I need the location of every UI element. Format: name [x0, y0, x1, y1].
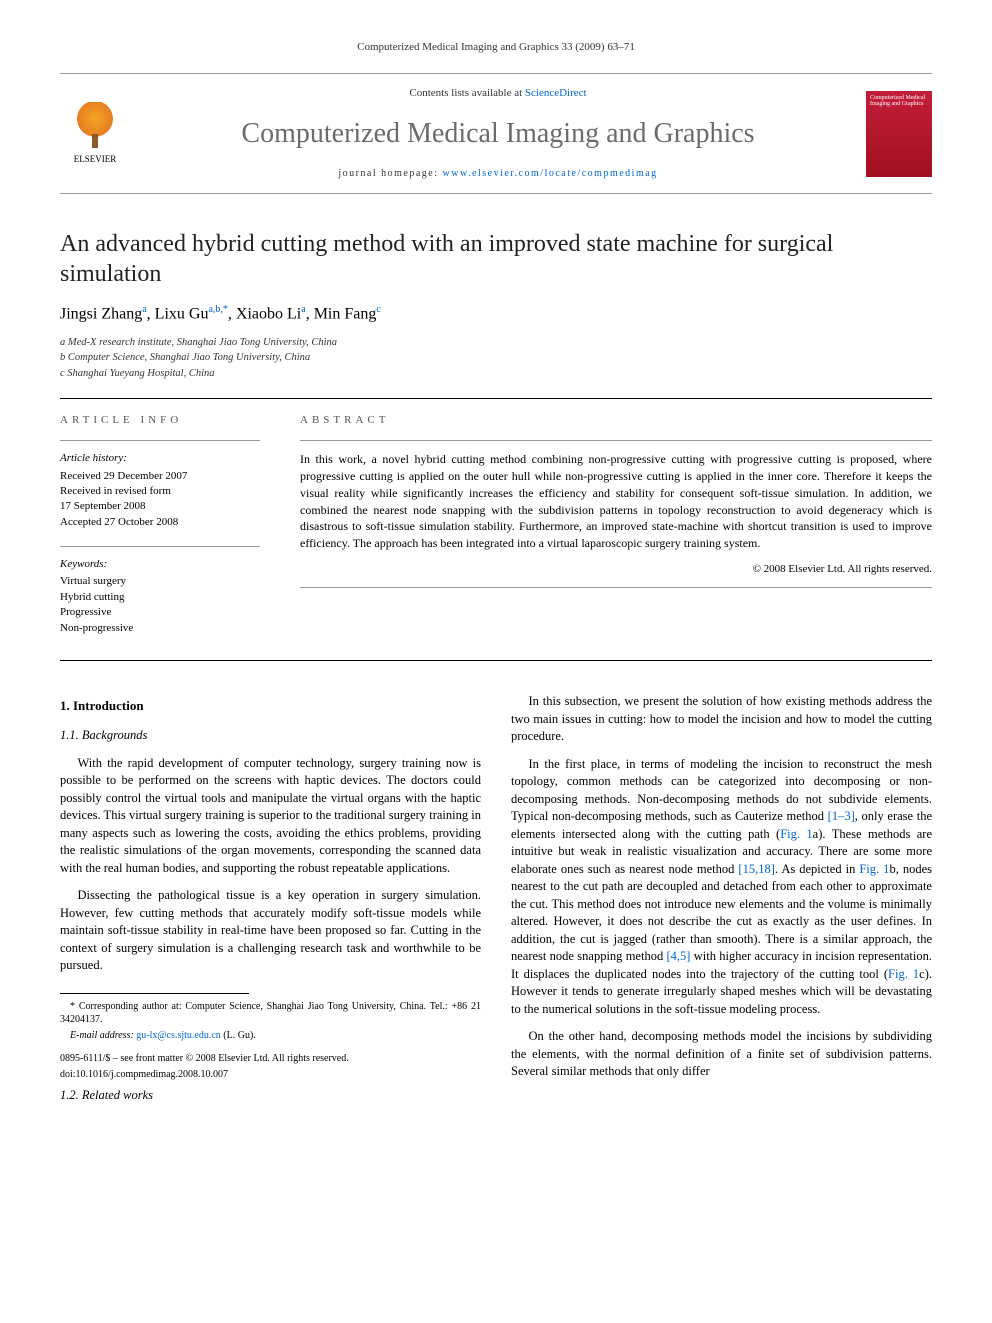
elsevier-logo: ELSEVIER	[60, 94, 130, 174]
citation-link[interactable]: [4,5]	[667, 949, 691, 963]
subsection-heading-11: 1.1. Backgrounds	[60, 727, 481, 745]
journal-banner: ELSEVIER Contents lists available at Sci…	[60, 73, 932, 194]
divider	[60, 398, 932, 399]
history-label: Article history:	[60, 451, 260, 466]
article-body: 1. Introduction 1.1. Backgrounds With th…	[60, 693, 932, 1105]
footnote-block: * Corresponding author at: Computer Scie…	[60, 993, 481, 1082]
journal-name: Computerized Medical Imaging and Graphic…	[144, 114, 852, 153]
citation-link[interactable]: [15,18]	[738, 862, 774, 876]
affiliation-a: a Med-X research institute, Shanghai Jia…	[60, 336, 932, 351]
text-run: b, nodes nearest to the cut path are dec…	[511, 862, 932, 964]
homepage-prefix: journal homepage:	[338, 168, 442, 179]
footnote-separator	[60, 993, 249, 994]
paragraph: In this subsection, we present the solut…	[511, 693, 932, 746]
citation-link[interactable]: [1–3]	[828, 809, 855, 823]
abstract-divider-bottom	[300, 587, 932, 588]
history-line: 17 September 2008	[60, 499, 260, 514]
email-line: E-mail address: gu-lx@cs.sjtu.edu.cn (L.…	[60, 1029, 481, 1043]
contents-prefix: Contents lists available at	[409, 87, 524, 99]
figure-link[interactable]: Fig. 1	[780, 827, 812, 841]
info-divider	[60, 440, 260, 441]
publisher-name: ELSEVIER	[74, 153, 117, 166]
running-header: Computerized Medical Imaging and Graphic…	[60, 40, 932, 55]
info-abstract-row: ARTICLE INFO Article history: Received 2…	[60, 413, 932, 652]
keyword: Non-progressive	[60, 621, 260, 636]
abstract-text: In this work, a novel hybrid cutting met…	[300, 451, 932, 552]
email-link[interactable]: gu-lx@cs.sjtu.edu.cn	[136, 1030, 220, 1041]
keywords-label: Keywords:	[60, 557, 260, 572]
keyword: Progressive	[60, 605, 260, 620]
journal-cover-thumbnail: Computerized Medical Imaging and Graphic…	[866, 91, 932, 177]
affiliations: a Med-X research institute, Shanghai Jia…	[60, 336, 932, 382]
section-heading-1: 1. Introduction	[60, 697, 481, 715]
issn-line: 0895-6111/$ – see front matter © 2008 El…	[60, 1052, 481, 1066]
elsevier-tree-icon	[71, 102, 119, 150]
paragraph: Dissecting the pathological tissue is a …	[60, 887, 481, 975]
sciencedirect-link[interactable]: ScienceDirect	[525, 87, 587, 99]
keywords-block: Keywords: Virtual surgery Hybrid cutting…	[60, 557, 260, 636]
banner-center: Contents lists available at ScienceDirec…	[144, 86, 852, 181]
affiliation-b: b Computer Science, Shanghai Jiao Tong U…	[60, 351, 932, 366]
divider	[60, 660, 932, 661]
figure-link[interactable]: Fig. 1	[888, 967, 919, 981]
text-run: . As depicted in	[775, 862, 860, 876]
affiliation-c: c Shanghai Yueyang Hospital, China	[60, 367, 932, 382]
abstract-column: ABSTRACT In this work, a novel hybrid cu…	[300, 413, 932, 652]
author-list: Jingsi Zhanga, Lixu Gua,b,*, Xiaobo Lia,…	[60, 303, 932, 326]
email-suffix: (L. Gu).	[221, 1030, 256, 1041]
corresponding-author-note: * Corresponding author at: Computer Scie…	[60, 1000, 481, 1027]
history-line: Received in revised form	[60, 484, 260, 499]
article-history: Article history: Received 29 December 20…	[60, 451, 260, 530]
info-divider	[60, 546, 260, 547]
subsection-heading-12: 1.2. Related works	[60, 1087, 481, 1105]
paragraph-with-refs: In the first place, in terms of modeling…	[511, 756, 932, 1019]
contents-line: Contents lists available at ScienceDirec…	[144, 86, 852, 101]
abstract-copyright: © 2008 Elsevier Ltd. All rights reserved…	[300, 562, 932, 577]
keyword: Virtual surgery	[60, 574, 260, 589]
doi-line: doi:10.1016/j.compmedimag.2008.10.007	[60, 1068, 481, 1082]
paragraph: On the other hand, decomposing methods m…	[511, 1028, 932, 1081]
figure-link[interactable]: Fig. 1	[859, 862, 889, 876]
email-label: E-mail address:	[70, 1030, 136, 1041]
article-title: An advanced hybrid cutting method with a…	[60, 229, 932, 289]
journal-homepage: journal homepage: www.elsevier.com/locat…	[144, 167, 852, 181]
history-line: Received 29 December 2007	[60, 469, 260, 484]
keyword: Hybrid cutting	[60, 590, 260, 605]
article-info: ARTICLE INFO Article history: Received 2…	[60, 413, 260, 652]
homepage-link[interactable]: www.elsevier.com/locate/compmedimag	[443, 168, 658, 179]
paragraph: With the rapid development of computer t…	[60, 755, 481, 878]
article-info-heading: ARTICLE INFO	[60, 413, 260, 428]
abstract-divider	[300, 440, 932, 441]
abstract-heading: ABSTRACT	[300, 413, 932, 428]
history-line: Accepted 27 October 2008	[60, 515, 260, 530]
